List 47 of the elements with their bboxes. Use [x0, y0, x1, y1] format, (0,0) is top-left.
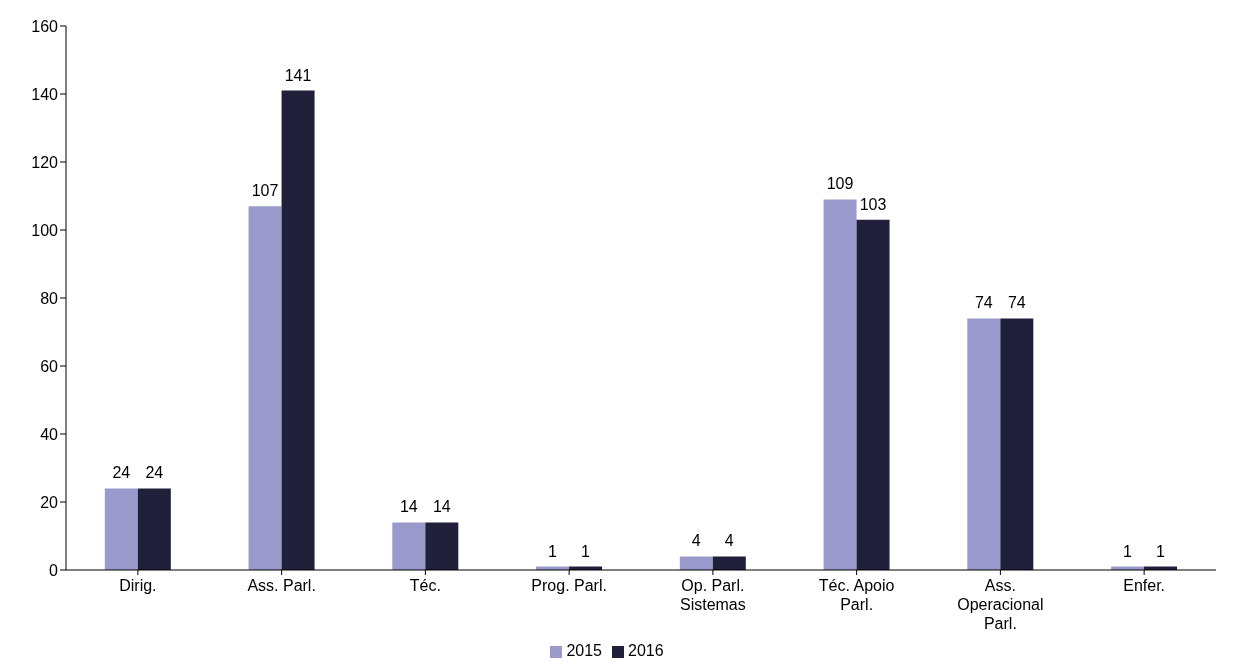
y-tick-label: 160 — [31, 17, 59, 35]
data-label: 1 — [548, 542, 558, 560]
legend-label: 2016 — [628, 642, 664, 659]
data-label: 24 — [145, 464, 164, 482]
y-tick-label: 0 — [49, 561, 59, 579]
x-tick-label: Dirig. — [119, 577, 157, 594]
data-label: 1 — [1156, 542, 1166, 560]
data-label: 1 — [1123, 542, 1133, 560]
y-tick-label: 100 — [31, 221, 59, 239]
legend-label: 2015 — [566, 642, 602, 659]
data-label: 141 — [284, 66, 312, 84]
bar — [712, 556, 746, 570]
data-label: 74 — [974, 294, 993, 312]
y-tick-label: 80 — [40, 289, 59, 307]
bar — [281, 90, 315, 570]
data-label: 4 — [724, 532, 734, 550]
bar — [392, 522, 426, 570]
y-tick-label: 120 — [31, 153, 59, 171]
y-tick-label: 60 — [40, 357, 59, 375]
bar — [1000, 318, 1034, 570]
x-tick-label: Enfer. — [1123, 577, 1166, 594]
x-tick-label: Prog. Parl. — [531, 577, 607, 594]
y-tick-label: 40 — [40, 425, 59, 443]
bar — [137, 488, 171, 570]
bar — [425, 522, 459, 570]
data-label: 109 — [826, 175, 854, 193]
data-label: 14 — [432, 498, 451, 516]
bar — [104, 488, 138, 570]
y-tick-label: 140 — [31, 85, 59, 103]
x-tick-label: Ass. Parl. — [247, 577, 316, 594]
x-tick-label: Op. Parl. Sistemas — [679, 577, 746, 613]
bar — [248, 206, 282, 570]
data-label: 4 — [691, 532, 701, 550]
bar — [679, 556, 713, 570]
y-tick-label: 20 — [40, 493, 59, 511]
bar — [823, 199, 857, 570]
data-label: 103 — [859, 195, 887, 213]
data-label: 14 — [399, 498, 418, 516]
data-label: 1 — [581, 542, 591, 560]
data-label: 74 — [1007, 294, 1026, 312]
data-label: 107 — [251, 182, 279, 200]
x-tick-label: Téc. Apoio Parl. — [818, 577, 895, 613]
data-label: 24 — [112, 464, 131, 482]
bar — [856, 219, 890, 570]
x-tick-label: Ass. Operacional Parl. — [957, 577, 1044, 632]
bar — [967, 318, 1001, 570]
x-tick-label: Téc. — [409, 577, 441, 594]
